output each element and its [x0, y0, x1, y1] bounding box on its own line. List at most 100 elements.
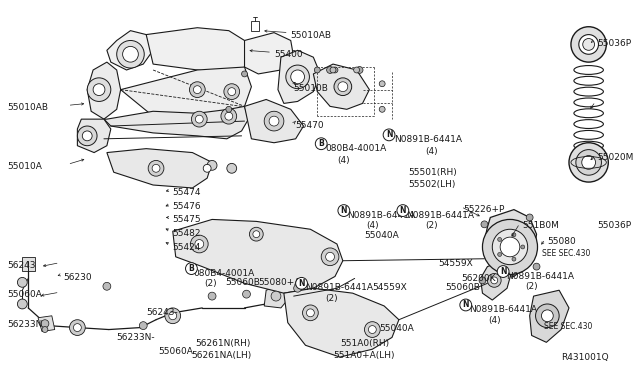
Text: 55226+P: 55226+P: [463, 205, 504, 214]
Circle shape: [316, 138, 327, 150]
Ellipse shape: [574, 120, 604, 128]
Text: N: N: [298, 279, 305, 288]
Circle shape: [338, 205, 349, 217]
Text: (2): (2): [204, 279, 217, 288]
Circle shape: [189, 82, 205, 97]
Text: N0891B-6441A: N0891B-6441A: [406, 211, 474, 219]
Circle shape: [186, 263, 197, 275]
Circle shape: [250, 227, 263, 241]
Text: N0891B-6441A: N0891B-6441A: [468, 305, 537, 314]
Text: N: N: [340, 206, 347, 215]
Circle shape: [123, 46, 138, 62]
Circle shape: [483, 219, 538, 275]
Circle shape: [191, 111, 207, 127]
Circle shape: [583, 39, 595, 50]
Circle shape: [569, 143, 608, 182]
Circle shape: [488, 273, 501, 287]
Circle shape: [498, 253, 502, 256]
Circle shape: [383, 129, 395, 141]
Text: SEE SEC.430: SEE SEC.430: [545, 322, 593, 331]
Text: 56261N(RH): 56261N(RH): [195, 339, 251, 349]
Circle shape: [533, 263, 540, 270]
Circle shape: [191, 235, 208, 253]
Circle shape: [369, 326, 376, 333]
Circle shape: [579, 35, 598, 54]
Polygon shape: [314, 64, 369, 109]
Circle shape: [576, 150, 602, 175]
Text: N0891B-6441A: N0891B-6441A: [394, 135, 462, 144]
Text: 55010B: 55010B: [294, 84, 328, 93]
Circle shape: [226, 106, 232, 112]
Circle shape: [165, 308, 180, 324]
Text: 55080: 55080: [547, 237, 576, 246]
Circle shape: [264, 111, 284, 131]
Text: N0891B-6441A: N0891B-6441A: [347, 211, 415, 219]
Circle shape: [17, 299, 28, 309]
Text: 55060A: 55060A: [158, 347, 193, 356]
Text: 55040A: 55040A: [364, 231, 399, 240]
Circle shape: [500, 237, 520, 257]
Text: N0891B-6441A: N0891B-6441A: [305, 283, 374, 292]
Circle shape: [380, 81, 385, 87]
Text: 55080+A: 55080+A: [259, 278, 301, 288]
Polygon shape: [87, 62, 121, 119]
Circle shape: [93, 84, 105, 96]
Text: R431001Q: R431001Q: [561, 353, 609, 362]
Circle shape: [195, 115, 204, 123]
Text: (4): (4): [426, 147, 438, 155]
Text: B: B: [318, 139, 324, 148]
Circle shape: [338, 82, 348, 92]
Circle shape: [193, 86, 201, 94]
Circle shape: [294, 284, 301, 292]
Circle shape: [83, 131, 92, 141]
Circle shape: [526, 214, 533, 221]
Circle shape: [541, 310, 553, 322]
Circle shape: [498, 237, 502, 241]
Text: 55020M: 55020M: [598, 153, 634, 161]
Polygon shape: [264, 283, 291, 308]
Text: 55036P: 55036P: [598, 221, 632, 230]
Circle shape: [303, 305, 318, 321]
Text: 54559X: 54559X: [372, 283, 407, 292]
Circle shape: [571, 27, 606, 62]
Circle shape: [227, 163, 237, 173]
Text: N0891B-6441A: N0891B-6441A: [506, 272, 574, 280]
Polygon shape: [244, 33, 294, 74]
Circle shape: [77, 126, 97, 146]
Text: 55010AB: 55010AB: [291, 31, 332, 40]
Circle shape: [204, 164, 211, 172]
Ellipse shape: [574, 141, 604, 150]
Polygon shape: [530, 290, 569, 342]
Text: (2): (2): [325, 294, 338, 303]
Circle shape: [521, 245, 525, 249]
Text: N: N: [463, 301, 469, 310]
Text: 55040A: 55040A: [380, 324, 414, 333]
Text: 56261NA(LH): 56261NA(LH): [191, 351, 252, 360]
Circle shape: [169, 312, 177, 320]
Circle shape: [116, 41, 144, 68]
Circle shape: [332, 67, 338, 73]
Text: 56200K: 56200K: [461, 273, 495, 282]
Circle shape: [582, 155, 596, 169]
Polygon shape: [77, 119, 111, 153]
Text: 55060A: 55060A: [8, 290, 42, 299]
Circle shape: [152, 164, 160, 172]
Text: 55060B: 55060B: [445, 283, 480, 292]
Text: N: N: [500, 267, 506, 276]
Text: 55476: 55476: [173, 202, 202, 211]
Circle shape: [269, 116, 279, 126]
Circle shape: [307, 309, 314, 317]
Circle shape: [221, 108, 237, 124]
Circle shape: [512, 233, 516, 237]
Text: (4): (4): [367, 221, 379, 230]
Polygon shape: [278, 50, 320, 103]
Polygon shape: [173, 219, 343, 293]
Circle shape: [225, 112, 233, 120]
Ellipse shape: [574, 98, 604, 107]
Ellipse shape: [574, 131, 604, 139]
Polygon shape: [284, 288, 399, 357]
Text: N: N: [386, 130, 392, 140]
Circle shape: [74, 324, 81, 331]
Polygon shape: [121, 67, 252, 126]
Circle shape: [512, 257, 516, 261]
